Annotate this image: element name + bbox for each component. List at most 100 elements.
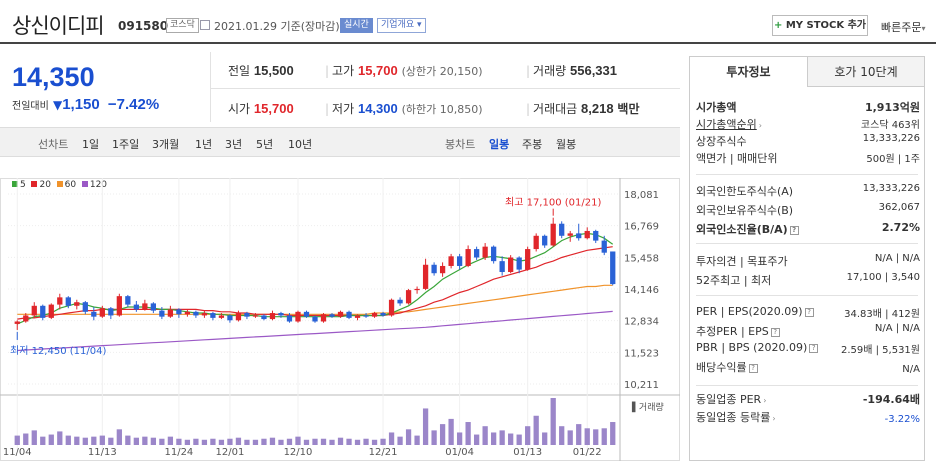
candle-body — [40, 305, 46, 318]
chevron-right-icon: › — [758, 121, 762, 130]
candle-body — [125, 296, 131, 305]
period-3m[interactable]: 3개월 — [152, 138, 180, 151]
volume-bar — [380, 438, 386, 445]
candle-body — [593, 230, 599, 241]
volume-bar — [584, 428, 590, 445]
market-cap-rank-row: 시가총액순위 › 코스닥 463위 — [696, 116, 920, 132]
divider — [696, 174, 918, 175]
foreign-rate-value: 2.72% — [881, 221, 920, 234]
volume-bar — [576, 424, 582, 445]
market-cap-rank-link[interactable]: 시가총액순위 › — [696, 116, 762, 132]
volume-bar — [567, 430, 573, 445]
volume-bar — [14, 435, 20, 445]
help-icon[interactable]: ? — [789, 225, 799, 235]
volume-bar — [337, 437, 344, 445]
candle-body — [159, 310, 165, 317]
candle-body — [405, 290, 412, 304]
tab-order-book[interactable]: 호가 10단계 — [807, 57, 924, 87]
x-tick-label: 11/24 — [164, 447, 193, 458]
candle-body — [57, 297, 63, 305]
candlestick-chart[interactable]: 18,081 16,769 15,458 14,146 12,834 11,523 10,2… — [0, 170, 680, 461]
est-per-value: N/A | N/A — [874, 323, 920, 334]
volume-bar — [142, 436, 148, 445]
volume-bar — [346, 438, 352, 445]
candle-body — [133, 304, 139, 310]
volume-bar — [456, 432, 463, 445]
volume-bar — [167, 436, 174, 445]
volume-bar — [235, 437, 242, 445]
candle-body — [456, 256, 463, 266]
candle-body — [65, 297, 71, 306]
candle-monthly[interactable]: 월봉 — [556, 138, 577, 151]
est-per-label: 추정PER | EPS — [696, 325, 769, 338]
help-icon[interactable]: ? — [809, 343, 819, 353]
high-label: 고가 — [332, 64, 355, 78]
candle-body — [610, 251, 616, 285]
volume-bar — [261, 438, 267, 445]
candle-weekly[interactable]: 주봉 — [522, 138, 543, 151]
candle-body — [388, 299, 395, 316]
x-tick-label: 12/21 — [369, 447, 398, 458]
volume-bar — [125, 435, 131, 445]
company-overview-label: 기업개요 — [381, 20, 415, 30]
volume-bar — [533, 415, 539, 445]
period-3y[interactable]: 3년 — [225, 138, 243, 151]
candle-body — [601, 240, 607, 253]
candle-body — [48, 304, 54, 318]
industry-rate-link[interactable]: 동일업종 등락률 › — [696, 409, 776, 425]
add-mystock-button[interactable]: + MY STOCK 추가 — [772, 15, 868, 36]
candle-body — [525, 249, 531, 270]
dividend-value: N/A — [902, 364, 920, 375]
period-5y[interactable]: 5년 — [256, 138, 274, 151]
help-icon[interactable]: ? — [804, 307, 814, 317]
period-1w[interactable]: 1주일 — [112, 138, 140, 151]
quick-order-link[interactable]: 빠른주문▾ — [881, 19, 926, 35]
foreign-own-label: 외국인보유주식수(B) — [696, 204, 794, 217]
shares-value: 13,333,226 — [862, 133, 920, 144]
industry-per-link[interactable]: 동일업종 PER › — [696, 391, 766, 407]
help-icon[interactable]: ? — [770, 327, 780, 337]
candle-body — [303, 311, 310, 317]
volume-bar — [499, 430, 505, 445]
stock-code: 091580 — [118, 19, 169, 33]
line-chart-button[interactable]: 선차트 — [38, 138, 69, 151]
candle-body — [23, 315, 29, 322]
live-button[interactable]: 실시간 — [340, 18, 373, 33]
period-10y[interactable]: 10년 — [288, 138, 313, 151]
high-value: 15,700 — [357, 63, 398, 78]
volume-bar — [422, 408, 429, 445]
industry-per-row: 동일업종 PER › -194.64배 — [696, 391, 920, 407]
period-1d[interactable]: 1일 — [82, 138, 100, 151]
candle-body — [278, 313, 284, 316]
candle-chart-button[interactable]: 봉차트 — [445, 138, 476, 151]
volume-bar — [354, 439, 361, 445]
candle-body — [252, 315, 259, 317]
volume-bar — [465, 422, 471, 445]
candle-body — [576, 233, 582, 239]
legend-ma5: 5 — [12, 180, 26, 190]
ma120-line — [17, 310, 613, 352]
change-percent: −7.42% — [107, 96, 160, 113]
company-overview-dropdown[interactable]: 기업개요 ▾ — [377, 18, 426, 33]
candle-body — [559, 223, 565, 236]
volume-bar — [491, 432, 497, 445]
volume-bar — [210, 438, 216, 445]
volume-bar — [312, 438, 318, 445]
period-1y[interactable]: 1년 — [195, 138, 213, 151]
candle-body — [320, 314, 327, 322]
volume-bar — [448, 418, 454, 445]
candle-body — [167, 309, 174, 317]
tab-investment-info[interactable]: 투자정보 — [690, 57, 807, 87]
par-row: 액면가 | 매매단위 500원 | 1주 — [696, 150, 920, 166]
candle-body — [397, 299, 403, 304]
volume-bar — [329, 439, 335, 445]
volume-label: ▌거래량 — [631, 401, 664, 413]
candle-daily[interactable]: 일봉 — [489, 138, 510, 151]
volume-label: 거래량 — [533, 64, 567, 78]
candle-body — [82, 302, 88, 312]
plus-icon: + — [773, 20, 783, 31]
par-label: 액면가 | 매매단위 — [696, 152, 778, 165]
help-icon[interactable]: ? — [748, 363, 758, 373]
x-tick-label: 12/10 — [284, 447, 313, 458]
candle-body — [567, 233, 573, 236]
